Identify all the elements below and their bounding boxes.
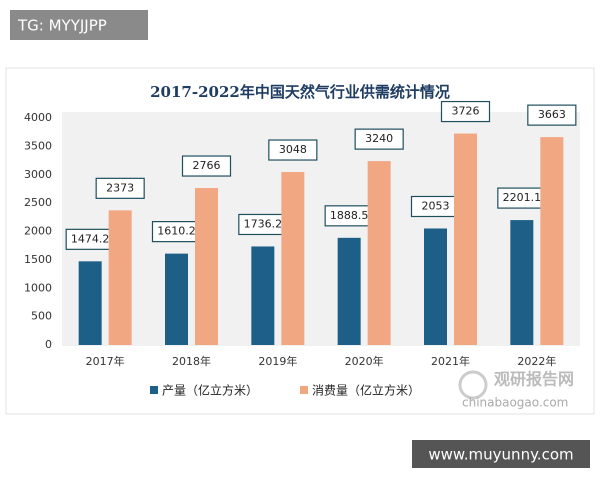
value-label: 2201.1 [503,191,542,204]
value-label: 1474.2 [71,232,110,245]
bar [540,137,564,345]
value-label-box [181,155,232,177]
y-tick-label: 2000 [24,225,52,238]
bar [195,188,218,345]
bar [281,172,305,345]
value-label: 2766 [193,159,221,172]
logo-url: chinabaogao.com [462,396,568,410]
x-tick-label: 2019年 [258,354,297,368]
bar [510,220,534,345]
legend-swatch [150,386,158,394]
plot-area [62,112,580,346]
value-label: 2053 [422,199,450,212]
value-label: 2373 [106,181,134,194]
value-label-box [95,177,145,199]
y-tick-label: 500 [31,310,52,323]
x-tick-label: 2020年 [345,354,384,368]
value-label-box [527,104,577,126]
y-tick-label: 4000 [24,111,52,124]
value-label-box [440,100,491,123]
bar [454,133,477,345]
bar [367,161,391,345]
y-tick-label: 0 [45,338,52,351]
value-label: 1888.5 [330,209,369,222]
value-label: 3663 [538,108,566,121]
value-label: 1610.2 [157,225,196,238]
value-label: 3726 [452,105,480,118]
y-tick-label: 3000 [24,168,52,181]
logo-name: 观研报告网 [494,370,574,389]
bar [251,246,275,345]
logo-icon [458,370,488,400]
legend-label: 产量（亿立方米） [162,383,258,398]
bar [108,210,132,345]
x-tick-label: 2021年 [431,354,470,368]
y-tick-label: 3500 [24,139,52,152]
value-label-box [354,128,404,150]
watermark-box [10,10,148,40]
legend-swatch [300,386,308,394]
watermark-box [412,440,590,468]
chart-title: 2017-2022年中国天然气行业供需统计情况 [150,83,450,101]
y-tick-label: 2500 [24,196,52,209]
bar [78,261,102,345]
watermark-top: TG: MYYJJPP [17,17,107,35]
x-tick-label: 2022年 [517,354,556,368]
x-tick-label: 2017年 [86,354,125,368]
y-tick-label: 1500 [24,253,52,266]
watermark-bottom: www.muyunny.com [428,446,573,464]
x-tick-label: 2018年 [172,354,211,368]
bar [337,237,361,345]
bar [424,228,447,345]
value-label: 3048 [279,143,307,156]
y-tick-label: 1000 [24,281,52,294]
legend-label: 消费量（亿立方米） [312,383,420,398]
value-label-box [268,139,318,161]
bar [165,253,188,345]
value-label: 3240 [365,132,393,145]
logo: 观研报告网 chinabaogao.com [458,370,574,410]
value-label: 1736.2 [244,217,283,230]
